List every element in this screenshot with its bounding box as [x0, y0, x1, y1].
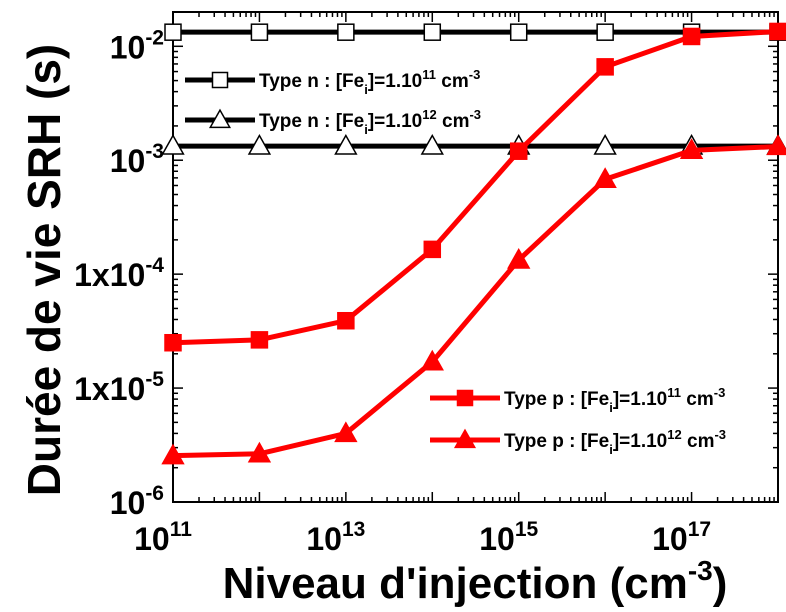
series-n-fe-1e11-point: [164, 23, 182, 41]
axes: [172, 11, 779, 503]
series-layer: [161, 22, 786, 465]
series-p-fe-1e12: [161, 134, 786, 465]
plot-frame: [172, 11, 779, 503]
series-p-fe-1e11-point: [250, 331, 269, 349]
series-n-fe-1e12-point: [334, 134, 358, 155]
series-n-fe-1e12-point: [247, 134, 272, 155]
legend-entry-n-1e11-marker: [211, 71, 229, 89]
series-n-fe-1e11-point: [509, 23, 528, 41]
series-p-fe-1e12-point: [420, 349, 444, 371]
legend-entry-p-1e12-marker: [453, 428, 477, 449]
legend-entry-p-1e11-marker: [456, 389, 474, 407]
y-tick-label: 10-2: [110, 26, 164, 65]
series-p-fe-1e12-point: [766, 134, 786, 156]
series-p-fe-1e11-point: [164, 333, 182, 352]
series-p-fe-1e12-point: [593, 167, 617, 188]
series-p-fe-1e11: [164, 22, 786, 352]
y-tick-label: 10-3: [110, 140, 164, 179]
series-n-fe-1e11-point: [250, 23, 269, 41]
x-tick-label: 1017: [652, 518, 711, 557]
legend-entry-p-1e12: Type p : [Fei]=1.1012 cm-3: [430, 427, 726, 457]
series-n-fe-1e11-point: [596, 23, 614, 41]
series-n-fe-1e12-point: [161, 134, 185, 155]
ticks: [172, 11, 779, 503]
legend-entry-p-1e11: Type p : [Fei]=1.1011 cm-3: [430, 385, 725, 415]
legend-entry-p-1e11-label: Type p : [Fei]=1.1011 cm-3: [504, 385, 725, 415]
series-p-fe-1e11-point: [682, 27, 701, 46]
series-p-fe-1e12-point: [507, 247, 531, 269]
series-n-fe-1e11-point: [337, 23, 355, 41]
x-axis-title: Niveau d'injection (cm-3): [223, 555, 728, 608]
series-p-fe-1e11-point: [596, 58, 614, 76]
series-p-fe-1e12-point: [247, 441, 272, 463]
legend-entry-p-1e12-label: Type p : [Fei]=1.1012 cm-3: [504, 427, 726, 457]
x-axis-title-end: ): [713, 559, 728, 608]
x-axis-title-sup: -3: [688, 555, 713, 586]
y-tick-label: 10-6: [110, 482, 164, 521]
x-tick-label: 1011: [134, 518, 192, 557]
series-p-fe-1e12-point: [334, 421, 358, 443]
legend-entry-n-1e12: Type n : [Fei]=1.1012 cm-3: [185, 107, 481, 137]
legend-entry-n-1e12-marker: [208, 108, 232, 129]
series-p-fe-1e11-point: [509, 142, 528, 160]
legend-entry-n-1e11: Type n : [Fei]=1.1011 cm-3: [185, 67, 480, 97]
series-p-fe-1e12-point: [679, 138, 704, 160]
series-n-fe-1e12-point: [593, 134, 617, 155]
series-p-fe-1e11-point: [423, 240, 442, 259]
legend: Type n : [Fei]=1.1011 cm-3 Type n : [Fei]…: [185, 67, 726, 457]
series-n-fe-1e12-point: [420, 134, 444, 155]
x-tick-label: 1015: [479, 518, 538, 557]
legend-entry-n-1e11-label: Type n : [Fei]=1.1011 cm-3: [259, 67, 480, 97]
y-tick-label: 1x10-4: [74, 254, 164, 293]
y-axis-title: Durée de vie SRH (s): [18, 44, 70, 496]
series-n-fe-1e11-point: [423, 23, 442, 41]
legend-entry-n-1e12-label: Type n : [Fei]=1.1012 cm-3: [259, 107, 481, 137]
series-p-fe-1e11-point: [769, 22, 786, 41]
series-p-fe-1e11-point: [337, 311, 355, 330]
series-p-fe-1e11-line: [172, 28, 779, 346]
series-p-fe-1e12-point: [161, 443, 185, 465]
x-tick-label: 1013: [306, 518, 365, 557]
x-axis-title-main: Niveau d'injection (cm: [223, 559, 688, 608]
series-p-fe-1e12-line: [172, 143, 779, 459]
y-tick-label: 1x10-5: [74, 368, 164, 407]
tick-labels: 1011 1013 1015 1017 10-6 1x10-5 1x10-4 10-3 10-2: [74, 26, 711, 557]
